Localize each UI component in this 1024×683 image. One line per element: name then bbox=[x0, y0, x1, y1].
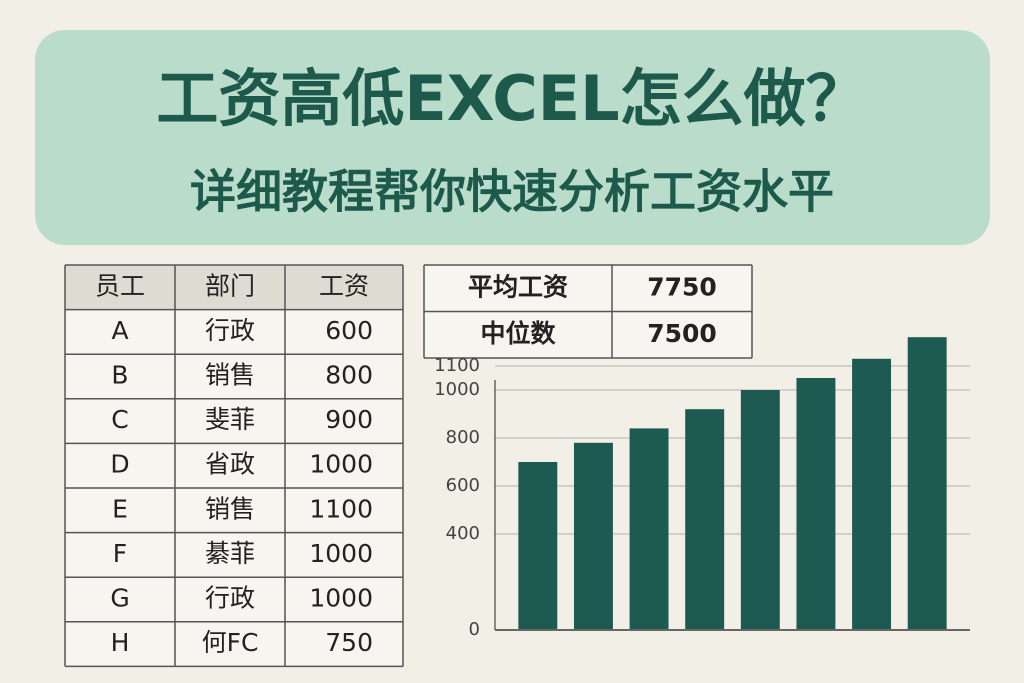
table-cell: 750 bbox=[325, 628, 373, 657]
table-cell: 900 bbox=[325, 405, 373, 434]
table-cell: 800 bbox=[325, 361, 373, 390]
title: 工资高低EXCEL怎么做？ bbox=[156, 62, 867, 135]
summary-cell: 7500 bbox=[647, 319, 717, 348]
table-cell: E bbox=[112, 494, 128, 523]
table-cell: A bbox=[111, 316, 128, 345]
table-header-bg bbox=[65, 265, 403, 310]
table-cell: 1000 bbox=[309, 584, 373, 613]
summary-cell: 平均工资 bbox=[468, 272, 568, 301]
bar bbox=[518, 462, 558, 630]
table-cell: 行政 bbox=[205, 584, 255, 613]
bar bbox=[740, 390, 780, 630]
bar bbox=[796, 378, 836, 630]
y-tick-label: 1100 bbox=[434, 355, 480, 376]
table-cell: 省政 bbox=[205, 450, 255, 479]
bar bbox=[573, 442, 613, 630]
table-cell: 1000 bbox=[309, 450, 373, 479]
bar bbox=[629, 428, 669, 630]
table-cell: 綦菲 bbox=[205, 539, 255, 568]
table-cell: C bbox=[111, 405, 128, 434]
table-cell: H bbox=[111, 628, 130, 657]
table-cell: F bbox=[113, 539, 127, 568]
y-tick-label: 0 bbox=[469, 619, 480, 640]
table-cell: B bbox=[111, 361, 128, 390]
table-cell: 行政 bbox=[205, 316, 255, 345]
table-cell: D bbox=[110, 450, 129, 479]
table-header-cell: 部门 bbox=[205, 271, 255, 300]
bar bbox=[685, 409, 725, 630]
y-tick-label: 1000 bbox=[434, 379, 480, 400]
y-tick-label: 400 bbox=[446, 523, 480, 544]
summary-cell: 中位数 bbox=[480, 319, 556, 348]
table-cell: 1100 bbox=[309, 494, 373, 523]
table-header-cell: 工资 bbox=[319, 271, 369, 300]
table-cell: 销售 bbox=[205, 494, 255, 523]
table-cell: 600 bbox=[325, 316, 373, 345]
summary-cell: 7750 bbox=[647, 272, 717, 301]
bar bbox=[907, 337, 947, 630]
subtitle: 详细教程帮你快速分析工资水平 bbox=[190, 165, 834, 219]
header-box bbox=[35, 30, 990, 245]
table-cell: 销售 bbox=[205, 361, 255, 390]
table-cell: 1000 bbox=[309, 539, 373, 568]
table-cell: G bbox=[110, 584, 129, 613]
bar bbox=[852, 358, 892, 630]
table-cell: 何FC bbox=[202, 628, 259, 657]
table-header-cell: 员工 bbox=[95, 271, 145, 300]
table-cell: 斐菲 bbox=[205, 405, 255, 434]
y-tick-label: 800 bbox=[446, 427, 480, 448]
y-tick-label: 600 bbox=[446, 475, 480, 496]
